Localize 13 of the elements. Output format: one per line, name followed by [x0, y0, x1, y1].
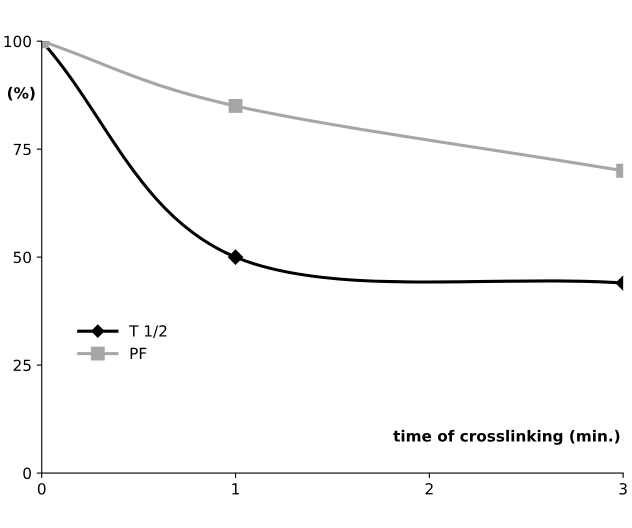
y-tick-label: 100: [4, 36, 31, 48]
y-axis-title: (%): [8, 86, 35, 100]
x-tick-label: 0: [38, 483, 46, 495]
x-axis-title: time of crosslinking (min.): [393, 430, 620, 445]
legend-label: PF: [130, 348, 146, 359]
x-tick-label: 3: [619, 483, 627, 495]
y-tick-label: 50: [14, 252, 31, 264]
x-tick-label: 2: [426, 483, 433, 494]
y-tick-label: 0: [23, 468, 31, 480]
y-tick-label: 25: [14, 360, 31, 372]
y-tick-label: 75: [14, 144, 31, 156]
x-tick-label: 1: [232, 483, 239, 494]
legend-label: T 1/2: [129, 325, 166, 338]
